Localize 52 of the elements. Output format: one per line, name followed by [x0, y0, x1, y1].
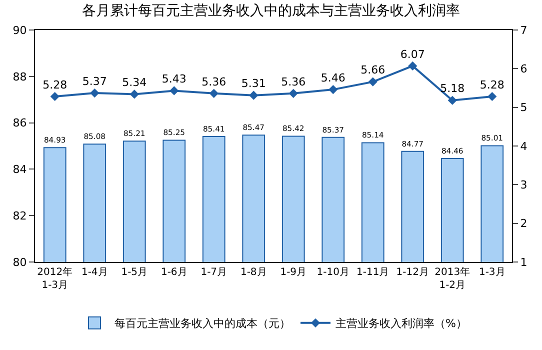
y2-tick-label: 3 — [520, 178, 528, 192]
data-label: 5.34 — [122, 76, 147, 90]
x-tick-label: 1-4月 — [81, 267, 108, 278]
data-label: 5.31 — [241, 77, 266, 90]
y-tick-label: 80 — [12, 256, 27, 269]
legend-label: 主营业务收入利润率（%） — [336, 317, 467, 330]
point — [368, 77, 378, 86]
data-label: 5.28 — [42, 78, 68, 92]
y-tick-label: 86 — [12, 116, 27, 130]
y-tick-label: 82 — [12, 209, 27, 222]
y-tick-label: 88 — [12, 70, 27, 84]
y2-tick-label: 2 — [520, 217, 528, 230]
x-tick-label: 2013年 1-2月 — [434, 266, 470, 291]
point — [170, 86, 179, 96]
data-label: 5.28 — [480, 78, 504, 92]
y2-tick-label: 1 — [520, 256, 528, 269]
legend-label: 每百元主营业务收入中的成本（元） — [114, 317, 290, 330]
y2-tick-label: 4 — [520, 140, 528, 153]
point — [448, 96, 457, 105]
x-tick-label: 1-3月 — [478, 267, 506, 278]
y2-tick-label: 7 — [520, 24, 528, 37]
x-tick-label: 2012年 1-3月 — [37, 266, 73, 291]
y2-tick-label: 5 — [520, 101, 528, 114]
chart-title: 各月累计每百元主营业务收入中的成本与主营业务收入利润率 — [82, 3, 460, 20]
data-label: 5.36 — [281, 75, 306, 88]
data-label: 5.18 — [440, 82, 465, 96]
point — [249, 90, 258, 100]
point — [209, 88, 218, 98]
data-label: 5.46 — [320, 71, 346, 84]
point — [90, 88, 100, 98]
point — [130, 90, 139, 99]
data-label: 5.37 — [82, 74, 107, 88]
x-tick-label: 1-8月 — [240, 267, 267, 278]
data-label: 5.36 — [202, 75, 226, 88]
x-tick-label: 1-9月 — [280, 267, 307, 278]
data-label: 5.66 — [360, 64, 386, 77]
x-tick-label: 1-12月 — [396, 267, 429, 278]
point — [408, 61, 418, 71]
y-tick-label: 90 — [12, 24, 27, 37]
x-tick-label: 1-5月 — [121, 267, 148, 278]
data-label: 5.43 — [162, 72, 186, 86]
x-tick-label: 1-7月 — [200, 267, 228, 278]
point — [50, 92, 60, 102]
x-tick-label: 1-11月 — [356, 267, 390, 278]
y-tick-label: 84 — [12, 163, 27, 176]
x-tick-label: 1-6月 — [160, 267, 188, 278]
point — [328, 85, 338, 94]
point — [488, 92, 497, 102]
y2-tick-label: 6 — [520, 62, 528, 76]
data-label: 6.07 — [400, 48, 425, 61]
point — [288, 88, 298, 98]
x-tick-label: 1-10月 — [316, 267, 350, 278]
